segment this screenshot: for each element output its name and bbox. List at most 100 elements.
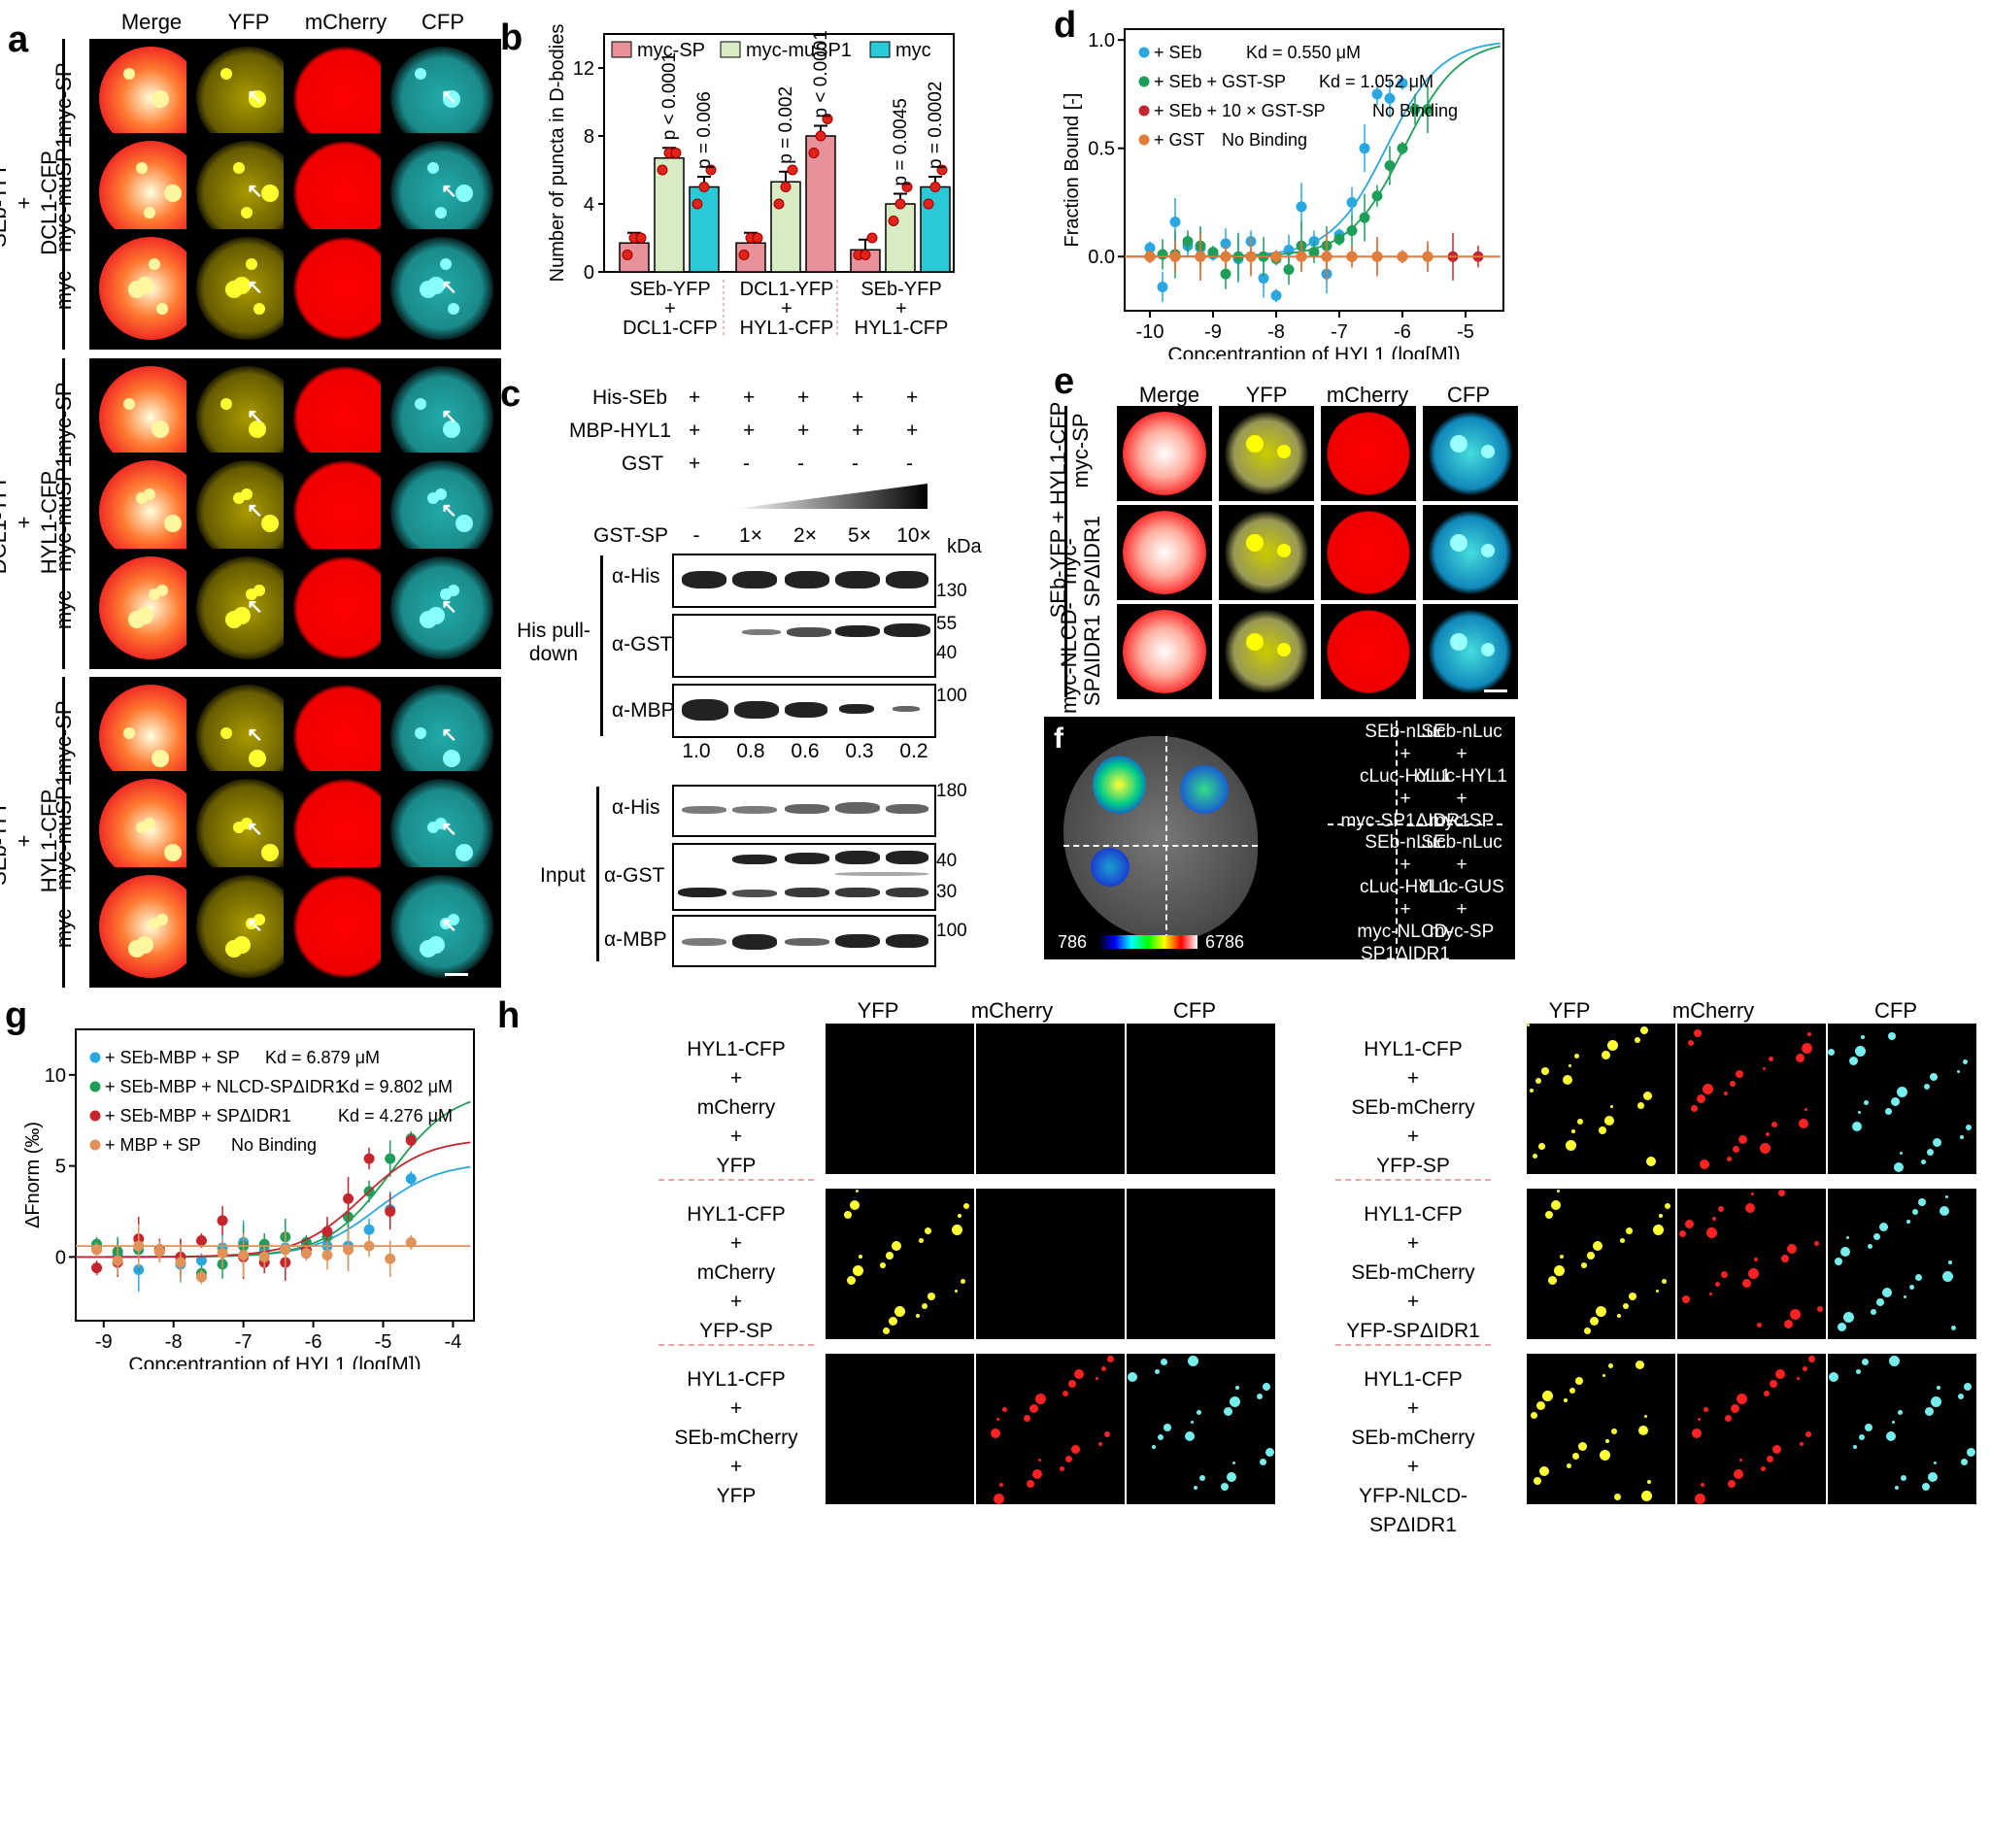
droplet xyxy=(963,1203,969,1209)
nucleus xyxy=(390,366,493,469)
droplet xyxy=(928,1293,935,1300)
nucleus xyxy=(1123,511,1206,594)
droplet xyxy=(1263,1383,1270,1391)
droplet xyxy=(1951,1326,1956,1330)
blot-pulldown-his xyxy=(672,554,936,608)
construct-label: SEb-nLuc + cLuc-HYL1 + myc-SP1ΔIDR1 xyxy=(1328,721,1483,832)
data-point xyxy=(1245,251,1257,262)
legend-marker xyxy=(1138,76,1150,87)
droplet xyxy=(889,1317,897,1326)
x-category-label: DCL1-CFP xyxy=(623,318,718,339)
nucleus xyxy=(99,47,202,150)
droplet xyxy=(1829,1372,1838,1382)
condition-line: HYL1-CFP xyxy=(1364,1038,1463,1060)
micrograph xyxy=(1127,1354,1275,1504)
p-value-label: p < 0.0001 xyxy=(659,52,680,140)
nucleus xyxy=(1429,511,1512,594)
droplet xyxy=(1757,1323,1762,1327)
x-tick-label: -7 xyxy=(1331,321,1348,343)
band-ratio: 0.3 xyxy=(845,740,874,762)
droplet xyxy=(1541,1067,1549,1075)
micrograph xyxy=(1828,1024,1976,1174)
micrograph xyxy=(1321,604,1416,699)
row-label-line: myc-SP xyxy=(1068,413,1093,488)
punctum xyxy=(261,515,279,532)
droplet xyxy=(955,1290,958,1293)
construct-line: + xyxy=(1456,789,1467,809)
row-label: myc xyxy=(51,270,76,311)
droplet xyxy=(961,1279,965,1284)
legend-label: myc-SP xyxy=(637,40,705,61)
droplet xyxy=(919,1238,924,1243)
arrow-marker: ↖ xyxy=(247,819,263,840)
droplet xyxy=(1128,1372,1137,1382)
condition-line: SEb-mCherry xyxy=(674,1427,798,1449)
droplet xyxy=(1574,1054,1579,1058)
construct-line: cLuc-HYL1 xyxy=(1360,766,1451,787)
punctum xyxy=(443,420,460,438)
column-header: Merge xyxy=(120,10,183,34)
blot-input-gst xyxy=(672,843,936,911)
condition-line: + xyxy=(1406,1456,1420,1478)
bar xyxy=(805,135,836,273)
nucleus xyxy=(196,556,299,659)
group-bracket xyxy=(62,39,65,350)
droplet xyxy=(1531,1412,1537,1419)
droplet xyxy=(1694,1029,1702,1037)
droplet xyxy=(1799,1119,1808,1128)
legend-label: + SEb-MBP + SP xyxy=(105,1048,240,1067)
x-tick-label: -6 xyxy=(305,1331,322,1353)
droplet xyxy=(1739,1459,1742,1462)
data-point xyxy=(1182,236,1194,248)
data-point xyxy=(1359,212,1370,223)
droplet xyxy=(1846,1236,1849,1239)
data-point xyxy=(1346,224,1358,236)
scale-bar xyxy=(445,973,468,976)
legend-swatch xyxy=(611,41,632,58)
arrow-marker: ↖ xyxy=(441,500,457,521)
data-point xyxy=(343,1244,354,1256)
punctum xyxy=(233,607,251,624)
panel-label-a: a xyxy=(8,19,29,60)
droplet xyxy=(1611,1428,1617,1434)
legend-marker xyxy=(89,1110,101,1122)
droplet xyxy=(1593,1241,1602,1251)
droplet xyxy=(1937,1386,1940,1390)
droplet xyxy=(1199,1475,1205,1481)
droplet xyxy=(844,1211,852,1219)
marker-kda: 55 xyxy=(936,614,958,634)
droplet xyxy=(847,1276,856,1285)
x-tick-label: -10 xyxy=(1136,321,1164,343)
data-point xyxy=(1422,251,1433,262)
droplet xyxy=(1727,1157,1732,1161)
droplet xyxy=(1840,1247,1850,1257)
punctum xyxy=(220,68,232,80)
band-ratio: 0.8 xyxy=(736,740,765,762)
data-point xyxy=(1346,251,1358,262)
micrograph xyxy=(1677,1189,1826,1339)
x-tick-label: -9 xyxy=(95,1331,113,1353)
construct-line: SEb-nLuc xyxy=(1421,832,1502,853)
nucleus xyxy=(196,141,299,244)
droplet xyxy=(1781,1255,1789,1262)
pulldown-label: His pull-down xyxy=(517,620,590,665)
marker-kda: 130 xyxy=(936,581,967,601)
droplet xyxy=(1530,1089,1534,1092)
nucleus xyxy=(293,237,396,340)
droplet xyxy=(1871,1309,1876,1315)
droplet xyxy=(1924,1084,1930,1090)
droplet xyxy=(1934,1462,1937,1464)
droplet xyxy=(1769,1057,1773,1061)
data-point xyxy=(385,1253,396,1264)
micrograph xyxy=(1828,1189,1976,1339)
droplet xyxy=(1738,1135,1747,1144)
nucleus xyxy=(1123,412,1206,495)
droplet xyxy=(1557,1190,1560,1193)
punctum xyxy=(249,750,266,767)
treatment-sign: + xyxy=(797,420,810,442)
droplet xyxy=(1027,1480,1034,1488)
droplet xyxy=(1647,1480,1651,1484)
droplet xyxy=(1587,1252,1595,1260)
droplet xyxy=(1797,1377,1800,1380)
construct-line: + xyxy=(1456,899,1467,920)
